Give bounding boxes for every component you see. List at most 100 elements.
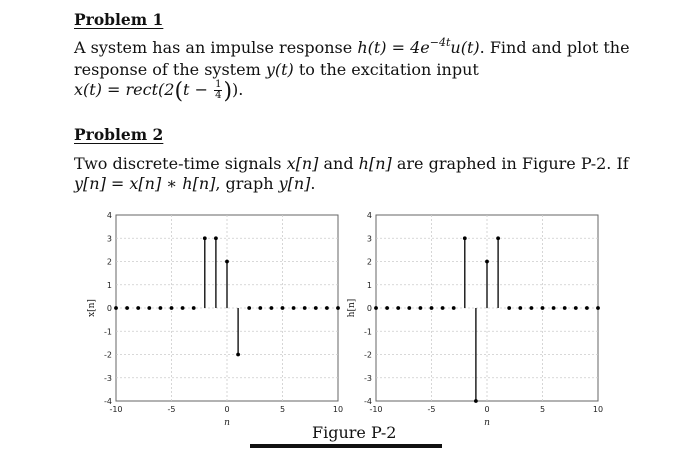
p2-l1-tail: are graphed in Figure P-2. If bbox=[391, 154, 629, 173]
y-tick-label: 0 bbox=[107, 304, 112, 313]
problem-2-line-1: Two discrete-time signals x[n] and h[n] … bbox=[74, 154, 629, 173]
x-tick-label: -10 bbox=[369, 405, 382, 414]
stem-marker bbox=[540, 306, 545, 310]
stem-marker bbox=[462, 236, 467, 241]
y-tick-label: 4 bbox=[367, 211, 372, 220]
bottom-rule bbox=[250, 444, 442, 448]
stem-marker bbox=[585, 306, 589, 310]
stem-marker bbox=[551, 306, 556, 310]
y-tick-label: -4 bbox=[364, 397, 372, 406]
x-axis-label: n bbox=[224, 418, 230, 428]
p2-l1-text: Two discrete-time signals bbox=[74, 154, 287, 173]
stem-marker bbox=[136, 306, 141, 310]
x-tick-label: -10 bbox=[109, 405, 122, 414]
y-axis-label: h[n] bbox=[347, 299, 357, 318]
p1-l2-tail: to the excitation input bbox=[293, 60, 479, 79]
x-tick-label: -5 bbox=[168, 405, 176, 414]
x-tick-label: 10 bbox=[333, 405, 343, 414]
p1-l1-text: A system has an impulse response bbox=[74, 38, 358, 57]
stem-marker bbox=[474, 399, 478, 403]
x-tick-label: 5 bbox=[540, 405, 545, 414]
x-tick-label: 0 bbox=[484, 405, 489, 414]
input-expr: x(t) = rect(2 bbox=[74, 80, 175, 99]
convolution-expr: y[n] = x[n] ∗ h[n] bbox=[74, 174, 216, 193]
stem-marker bbox=[147, 306, 152, 310]
stem-marker bbox=[573, 306, 578, 310]
stem-marker bbox=[451, 306, 456, 310]
stem-marker bbox=[291, 306, 296, 310]
stem-marker bbox=[507, 306, 512, 310]
response-expr: y(t) bbox=[265, 60, 294, 79]
y-tick-label: -1 bbox=[104, 327, 112, 336]
stem-marker bbox=[313, 306, 318, 310]
p1-l2-text: response of the system bbox=[74, 60, 266, 79]
stem-marker bbox=[269, 306, 274, 310]
stem-marker bbox=[496, 236, 500, 241]
stem-marker bbox=[280, 306, 285, 310]
stem-marker bbox=[225, 259, 229, 264]
stem-marker bbox=[258, 306, 263, 310]
stem-marker bbox=[336, 306, 340, 310]
problem-1-line-2: response of the system y(t) to the excit… bbox=[74, 60, 479, 79]
p1-l3-tail: ). bbox=[232, 80, 244, 99]
stem-marker bbox=[562, 306, 567, 310]
stem-marker bbox=[529, 306, 534, 310]
stem-marker bbox=[485, 259, 489, 264]
y-tick-label: 1 bbox=[367, 281, 372, 290]
stem-marker bbox=[325, 306, 329, 310]
problem-1-line-3: x(t) = rect(2(t − 1 4)). bbox=[74, 80, 244, 103]
stem-marker bbox=[374, 306, 378, 310]
signal-h-expr: h[n] bbox=[358, 154, 392, 173]
y-tick-label: -3 bbox=[364, 374, 372, 383]
y-tick-label: -2 bbox=[364, 351, 372, 360]
problem-1-heading: Problem 1 bbox=[74, 10, 164, 29]
problem-2-text: Two discrete-time signals x[n] and h[n] … bbox=[74, 154, 629, 194]
stem-marker bbox=[158, 306, 163, 310]
y-tick-label: -2 bbox=[104, 351, 112, 360]
p2-l1-and: and bbox=[318, 154, 359, 173]
x-tick-label: 0 bbox=[224, 405, 229, 414]
y-tick-label: 3 bbox=[367, 234, 372, 243]
close-paren: ) bbox=[223, 79, 233, 104]
stem-marker bbox=[596, 306, 600, 310]
stem-marker bbox=[418, 306, 423, 310]
stem-marker bbox=[191, 306, 196, 310]
stem-marker bbox=[440, 306, 445, 310]
signal-x-expr: x[n] bbox=[286, 154, 319, 173]
impulse-response-expr: h(t) = 4e bbox=[357, 38, 430, 57]
x-axis-label: n bbox=[484, 418, 490, 428]
y-tick-label: 2 bbox=[107, 258, 112, 267]
problem-2-line-2: y[n] = x[n] ∗ h[n], graph y[n]. bbox=[74, 174, 316, 193]
p2-l2-mid: , graph bbox=[215, 174, 279, 193]
x-tick-label: 10 bbox=[593, 405, 603, 414]
x-tick-label: 5 bbox=[280, 405, 285, 414]
stem-marker bbox=[169, 306, 174, 310]
open-paren: ( bbox=[174, 79, 184, 104]
p1-l1-tail: . Find and plot the bbox=[479, 38, 630, 57]
y-tick-label: 2 bbox=[367, 258, 372, 267]
p2-l2-tail: . bbox=[310, 174, 316, 193]
figure-caption: Figure P-2 bbox=[312, 423, 397, 442]
stem-marker bbox=[202, 236, 207, 241]
stem-marker bbox=[180, 306, 185, 310]
output-expr: y[n] bbox=[278, 174, 311, 193]
y-axis-label: x[n] bbox=[87, 299, 97, 317]
stem-marker bbox=[518, 306, 523, 310]
y-tick-label: -3 bbox=[104, 374, 112, 383]
y-tick-label: 4 bbox=[107, 211, 112, 220]
stem-marker bbox=[429, 306, 434, 310]
impulse-response-exponent: −4t bbox=[429, 36, 451, 49]
stem-marker bbox=[125, 306, 129, 310]
stem-marker bbox=[302, 306, 307, 310]
y-tick-label: 0 bbox=[367, 304, 372, 313]
problem-1-text: A system has an impulse response h(t) = … bbox=[74, 36, 630, 103]
x-tick-label: -5 bbox=[428, 405, 436, 414]
fraction-denominator: 4 bbox=[215, 90, 222, 101]
stem-marker bbox=[114, 306, 118, 310]
y-tick-label: 1 bbox=[107, 281, 112, 290]
problem-2-heading: Problem 2 bbox=[74, 125, 164, 144]
unit-step-expr: u(t) bbox=[450, 38, 480, 57]
